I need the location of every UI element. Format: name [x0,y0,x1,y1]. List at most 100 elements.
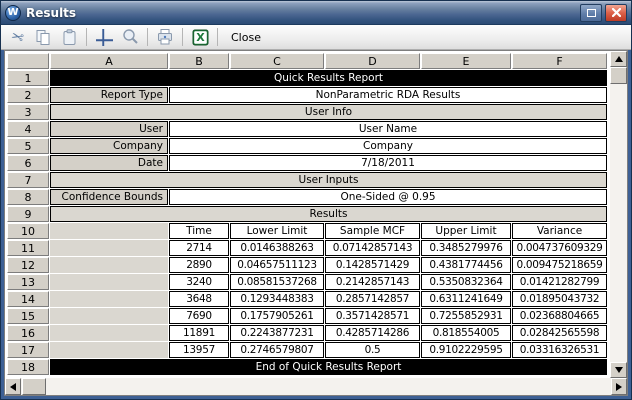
copy-button[interactable] [31,26,55,48]
empty-cell[interactable] [50,291,168,307]
data-cell[interactable]: 0.01421282799 [512,274,607,290]
data-cell[interactable]: 0.004737609329 [512,240,607,256]
data-cell[interactable]: 2714 [169,240,229,256]
row-header-7[interactable]: 7 [7,172,49,188]
data-cell[interactable]: 0.3485279976 [421,240,511,256]
vertical-scrollbar[interactable] [610,51,627,378]
data-cell[interactable]: 0.2243877231 [230,325,324,341]
data-cell[interactable]: 0.03316326531 [512,342,607,358]
data-cell[interactable]: 0.2746579807 [230,342,324,358]
banner-cell[interactable]: Quick Results Report [50,70,607,86]
col-header-F[interactable]: F [512,53,607,69]
data-cell[interactable]: 0.0146388263 [230,240,324,256]
row-header-14[interactable]: 14 [7,291,49,307]
empty-cell[interactable] [50,223,168,239]
label-cell[interactable]: Date [50,155,168,171]
window-close-button[interactable] [605,3,627,22]
scroll-down-button[interactable] [610,362,627,378]
col-header-D[interactable]: D [325,53,420,69]
data-cell[interactable]: 0.6311241649 [421,291,511,307]
cut-button[interactable]: ✂ [5,26,29,48]
row-header-9[interactable]: 9 [7,206,49,222]
row-header-10[interactable]: 10 [7,223,49,239]
data-cell[interactable]: 0.1428571429 [325,257,420,273]
data-cell[interactable]: 0.04657511123 [230,257,324,273]
empty-cell[interactable] [50,308,168,324]
export-excel-button[interactable]: X [188,26,212,48]
vertical-scroll-track[interactable] [610,84,627,362]
data-cell[interactable]: 0.2142857143 [325,274,420,290]
row-header-2[interactable]: 2 [7,87,49,103]
table-header-cell[interactable]: Lower Limit [230,223,324,239]
horizontal-scrollbar[interactable] [5,378,627,395]
row-header-8[interactable]: 8 [7,189,49,205]
zoom-button[interactable] [118,26,142,48]
data-cell[interactable]: 0.009475218659 [512,257,607,273]
data-cell[interactable]: 0.7255852931 [421,308,511,324]
empty-cell[interactable] [50,274,168,290]
empty-cell[interactable] [50,342,168,358]
row-header-11[interactable]: 11 [7,240,49,256]
data-cell[interactable]: 0.5 [325,342,420,358]
value-cell[interactable]: User Name [169,121,607,137]
print-button[interactable] [153,26,177,48]
paste-button[interactable] [57,26,81,48]
row-header-4[interactable]: 4 [7,121,49,137]
empty-cell[interactable] [50,240,168,256]
row-header-6[interactable]: 6 [7,155,49,171]
data-cell[interactable]: 2890 [169,257,229,273]
gridlines-button[interactable] [92,26,116,48]
label-cell[interactable]: Company [50,138,168,154]
data-cell[interactable]: 11891 [169,325,229,341]
value-cell[interactable]: NonParametric RDA Results [169,87,607,103]
col-header-B[interactable]: B [169,53,229,69]
banner-cell[interactable]: End of Quick Results Report [50,359,607,375]
row-header-5[interactable]: 5 [7,138,49,154]
data-cell[interactable]: 0.07142857143 [325,240,420,256]
corner-header-cell[interactable] [7,53,49,69]
data-cell[interactable]: 0.02842565598 [512,325,607,341]
data-cell[interactable]: 0.5350832364 [421,274,511,290]
vertical-scroll-thumb[interactable] [610,67,627,84]
data-cell[interactable]: 3648 [169,291,229,307]
data-cell[interactable]: 0.9102229595 [421,342,511,358]
col-header-C[interactable]: C [230,53,324,69]
empty-cell[interactable] [50,325,168,341]
row-header-18[interactable]: 18 [7,359,49,375]
section-cell[interactable]: Results [50,206,607,222]
section-cell[interactable]: User Inputs [50,172,607,188]
label-cell[interactable]: Confidence Bounds [50,189,168,205]
row-header-12[interactable]: 12 [7,257,49,273]
label-cell[interactable]: Report Type [50,87,168,103]
value-cell[interactable]: Company [169,138,607,154]
row-header-17[interactable]: 17 [7,342,49,358]
maximize-button[interactable] [580,3,602,22]
data-cell[interactable]: 0.02368804665 [512,308,607,324]
table-header-cell[interactable]: Upper Limit [421,223,511,239]
close-button[interactable]: Close [231,30,261,44]
table-header-cell[interactable]: Variance [512,223,607,239]
data-cell[interactable]: 0.2857142857 [325,291,420,307]
value-cell[interactable]: One-Sided @ 0.95 [169,189,607,205]
row-header-1[interactable]: 1 [7,70,49,86]
data-cell[interactable]: 0.01895043732 [512,291,607,307]
section-cell[interactable]: User Info [50,104,607,120]
data-cell[interactable]: 0.1293448383 [230,291,324,307]
data-cell[interactable]: 7690 [169,308,229,324]
row-header-13[interactable]: 13 [7,274,49,290]
data-cell[interactable]: 0.1757905261 [230,308,324,324]
value-cell[interactable]: 7/18/2011 [169,155,607,171]
scroll-left-button[interactable] [5,378,21,395]
empty-cell[interactable] [50,257,168,273]
row-header-16[interactable]: 16 [7,325,49,341]
col-header-E[interactable]: E [421,53,511,69]
data-cell[interactable]: 0.4381774456 [421,257,511,273]
data-cell[interactable]: 0.3571428571 [325,308,420,324]
scroll-up-button[interactable] [610,51,627,67]
col-header-A[interactable]: A [50,53,168,69]
data-cell[interactable]: 3240 [169,274,229,290]
scroll-right-button[interactable] [611,378,627,395]
data-cell[interactable]: 0.4285714286 [325,325,420,341]
table-header-cell[interactable]: Time [169,223,229,239]
data-cell[interactable]: 0.08581537268 [230,274,324,290]
